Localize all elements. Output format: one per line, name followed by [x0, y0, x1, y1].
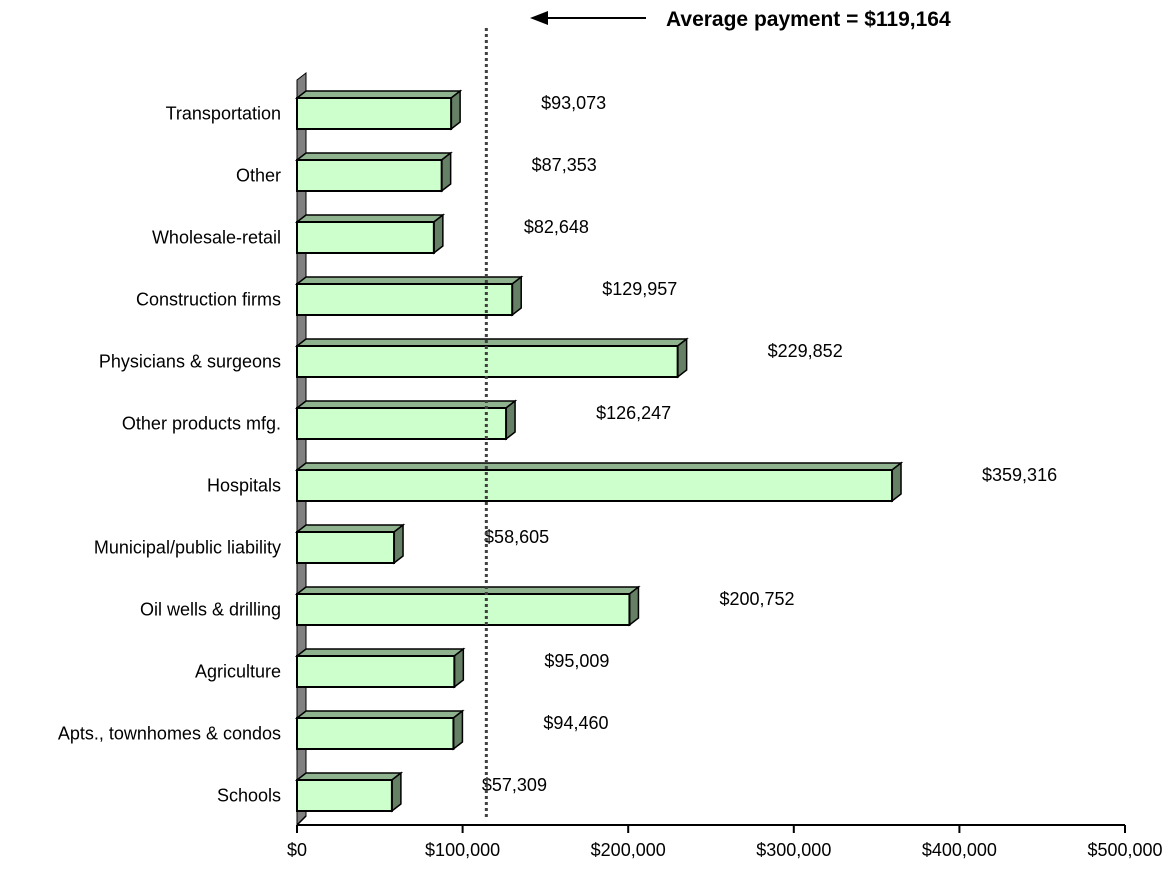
bar-front: [296, 779, 393, 812]
value-label: $58,605: [484, 527, 549, 547]
average-label: Average payment = $119,164: [666, 8, 951, 31]
bar-hospitals: [294, 461, 904, 503]
value-label: $93,073: [541, 93, 606, 113]
bar-top: [294, 586, 641, 595]
bar-top: [294, 462, 904, 471]
x-axis: $0 $100,000 $200,000 $300,000 $400,000 $500,0…: [287, 815, 1163, 860]
bar-schools: [294, 771, 404, 813]
bar-side: [676, 337, 688, 379]
bar-oil-wells-drilling: [294, 585, 641, 627]
bar-side: [505, 399, 516, 441]
value-label: $57,309: [482, 775, 547, 795]
bar-front: [296, 655, 456, 688]
x-tick-label: $400,000: [922, 840, 997, 860]
value-label: $359,316: [982, 465, 1057, 485]
bar-top: [294, 772, 404, 781]
bar-side: [393, 523, 404, 565]
bar-side: [433, 213, 444, 255]
bar-front: [296, 407, 508, 440]
category-label: Transportation: [166, 104, 281, 124]
bars-group: Transportation $93,073 Other $87,353 Wholesa…: [58, 89, 1057, 813]
value-label: $94,460: [543, 713, 608, 733]
bar-side: [391, 771, 402, 813]
bar-transportation: [294, 89, 463, 131]
bar-other: [294, 151, 453, 193]
bar-front: [296, 717, 455, 750]
bar-front: [296, 159, 443, 192]
value-label: $82,648: [524, 217, 589, 237]
x-tick-label: $0: [287, 840, 307, 860]
bar-side: [891, 461, 902, 503]
category-label: Other products mfg.: [122, 414, 281, 434]
bar-side: [511, 275, 522, 317]
bar-top: [294, 524, 406, 533]
category-label: Oil wells & drilling: [140, 600, 281, 620]
bar-side: [628, 585, 640, 627]
bar-front: [296, 531, 396, 564]
bar-side: [452, 709, 464, 751]
category-label: Hospitals: [207, 476, 281, 496]
bar-agriculture: [294, 647, 466, 689]
bar-side: [450, 89, 461, 131]
category-label: Physicians & surgeons: [99, 352, 281, 372]
category-label: Other: [236, 166, 281, 186]
value-label: $129,957: [602, 279, 677, 299]
bar-top: [294, 400, 518, 409]
bar-top: [294, 152, 453, 161]
value-label: $126,247: [596, 403, 671, 423]
x-tick-label: $300,000: [756, 840, 831, 860]
bar-side: [453, 647, 465, 689]
category-label: Apts., townhomes & condos: [58, 724, 281, 744]
bar-front: [296, 469, 894, 502]
bar-other-products-mfg: [294, 399, 518, 441]
value-label: $229,852: [768, 341, 843, 361]
x-tick-label: $200,000: [591, 840, 666, 860]
category-label: Municipal/public liability: [94, 538, 281, 558]
bar-front: [296, 283, 514, 316]
x-axis-corner: [296, 815, 307, 826]
x-tick-label: $500,000: [1087, 840, 1162, 860]
category-label: Wholesale-retail: [152, 228, 281, 248]
bar-wholesale-retail: [294, 213, 446, 255]
category-label: Construction firms: [136, 290, 281, 310]
bar-municipal-public-liability: [294, 523, 406, 565]
average-group: Average payment = $119,164: [484, 8, 951, 818]
bar-top: [294, 214, 446, 223]
bar-construction-firms: [294, 275, 524, 317]
average-arrow-head: [530, 11, 548, 25]
bar-top: [294, 338, 689, 347]
x-tick-label: $100,000: [425, 840, 500, 860]
bar-top: [294, 90, 463, 99]
bar-front: [296, 97, 453, 130]
value-label: $95,009: [544, 651, 609, 671]
bar-front: [296, 593, 631, 626]
bar-side: [440, 151, 452, 193]
value-label: $200,752: [719, 589, 794, 609]
bar-top: [294, 648, 466, 657]
bar-apts-townhomes-condos: [294, 709, 465, 751]
bar-top: [294, 710, 465, 719]
value-label: $87,353: [532, 155, 597, 175]
bar-front: [296, 221, 435, 254]
bar-physicians-surgeons: [294, 337, 689, 379]
category-label: Schools: [217, 786, 281, 806]
category-label: Agriculture: [195, 662, 281, 682]
